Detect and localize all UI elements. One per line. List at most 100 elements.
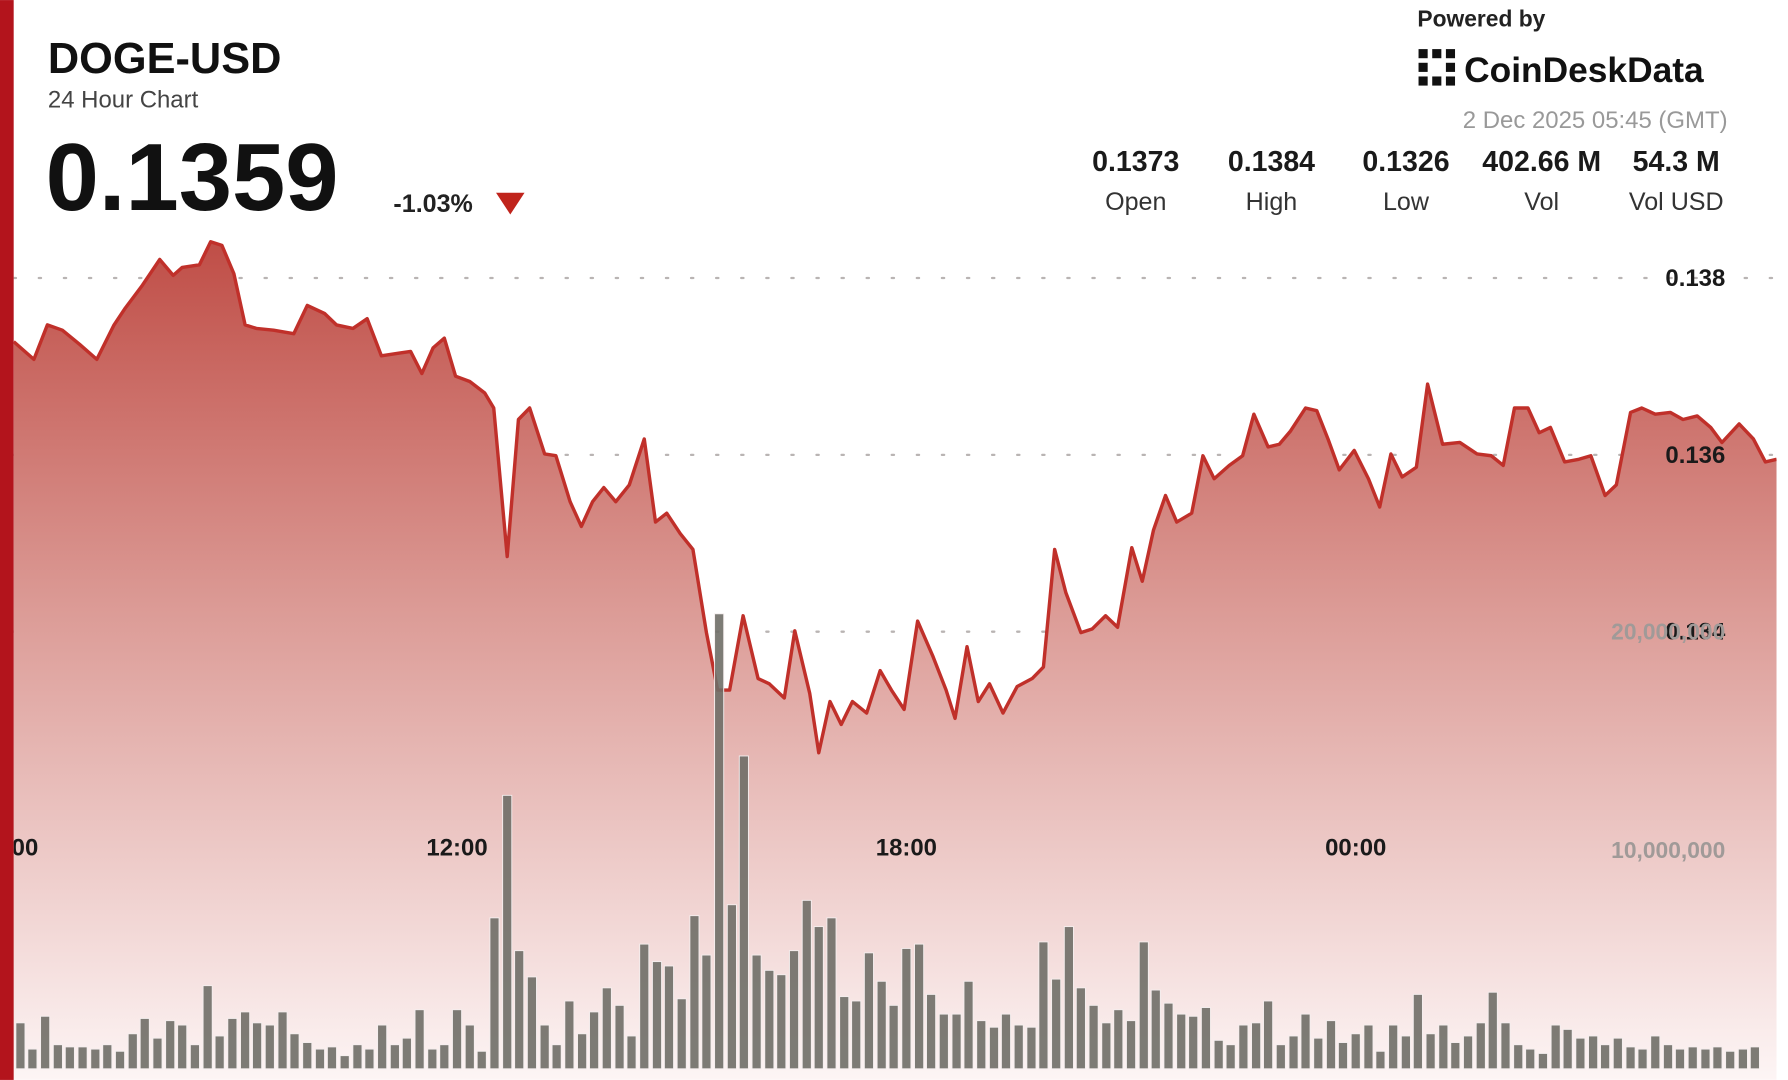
volume-bar bbox=[1600, 1044, 1611, 1070]
volume-bar bbox=[577, 1033, 588, 1070]
stat-value: 0.1326 bbox=[1362, 146, 1449, 178]
volume-bar bbox=[614, 1004, 625, 1070]
volume-bar bbox=[264, 1024, 275, 1070]
volume-bar bbox=[1412, 993, 1423, 1070]
volume-bar bbox=[177, 1024, 188, 1070]
plot-area: 06:00 12:00 18:00 00:00 bbox=[0, 240, 1777, 1080]
price-line bbox=[13, 240, 1777, 755]
volume-bar bbox=[189, 1044, 200, 1070]
volume-bar bbox=[813, 926, 824, 1070]
volume-bar bbox=[1438, 1024, 1449, 1070]
volume-bar bbox=[1425, 1033, 1436, 1070]
stats: 0.1373 Open 0.1384 High 0.1326 Low 402.6… bbox=[1092, 146, 1723, 216]
volume-bar bbox=[1749, 1046, 1760, 1070]
volume-bar bbox=[427, 1048, 438, 1070]
volume-bar bbox=[1463, 1035, 1474, 1070]
volume-bar bbox=[526, 976, 537, 1070]
volume-bar bbox=[1475, 1022, 1486, 1070]
stat-label: Open bbox=[1105, 188, 1166, 216]
volume-bar bbox=[701, 954, 712, 1070]
volume-bar bbox=[1612, 1037, 1623, 1070]
x-tick-label: 00:00 bbox=[1325, 834, 1386, 861]
volume-bar bbox=[1088, 1004, 1099, 1070]
volume-bar bbox=[826, 917, 837, 1070]
volume-bar bbox=[914, 943, 925, 1070]
volume-bar bbox=[277, 1011, 288, 1070]
volume-bar bbox=[1038, 941, 1049, 1070]
volume-bar bbox=[389, 1044, 400, 1070]
volume-bar bbox=[476, 1050, 487, 1070]
stat-label: Vol USD bbox=[1629, 188, 1724, 216]
volume-bar bbox=[77, 1046, 88, 1070]
y-tick-label: 0.134 bbox=[1665, 619, 1726, 646]
brand-logo bbox=[1418, 49, 1456, 86]
volume-bar bbox=[90, 1048, 101, 1070]
volume-bar bbox=[764, 969, 775, 1070]
stat-label: Low bbox=[1383, 188, 1430, 216]
volume-bar bbox=[439, 1044, 450, 1070]
x-tick-label: 06:00 bbox=[0, 834, 38, 861]
volume-bar bbox=[1400, 1035, 1411, 1070]
volume-bar bbox=[214, 1035, 225, 1070]
stat-value: 54.3 M bbox=[1633, 146, 1720, 178]
volume-bar bbox=[1251, 1022, 1262, 1070]
volume-bar bbox=[1026, 1026, 1037, 1070]
down-arrow bbox=[496, 192, 525, 215]
volume-bar bbox=[1275, 1044, 1286, 1070]
volume-bar bbox=[801, 899, 812, 1070]
volume-bar bbox=[1562, 1028, 1573, 1070]
volume-bar bbox=[202, 985, 213, 1070]
volume-bar bbox=[963, 980, 974, 1070]
volume-bar bbox=[1513, 1044, 1524, 1070]
x-tick-label: 12:00 bbox=[426, 834, 487, 861]
volume-bar bbox=[240, 1011, 251, 1070]
volume-bar bbox=[1350, 1033, 1361, 1070]
volume-bar bbox=[776, 974, 787, 1070]
volume-bar bbox=[639, 943, 650, 1070]
volume-bar bbox=[938, 1013, 949, 1070]
volume-bar bbox=[314, 1048, 326, 1070]
volume-bar bbox=[127, 1033, 138, 1070]
volume-bar bbox=[1363, 1024, 1374, 1070]
volume-bar bbox=[1225, 1044, 1236, 1070]
series-layer bbox=[13, 240, 1777, 1080]
volume-bar bbox=[1575, 1037, 1586, 1070]
volume-bar bbox=[1075, 987, 1086, 1070]
volume-bar bbox=[1637, 1048, 1648, 1070]
volume-bar bbox=[1126, 1020, 1137, 1070]
stat-value: 402.66 M bbox=[1482, 146, 1601, 178]
volume-bar bbox=[1625, 1046, 1636, 1070]
volume-bar bbox=[1537, 1053, 1548, 1070]
volume-bar bbox=[502, 794, 513, 1070]
volume-bar bbox=[1013, 1024, 1024, 1070]
volume-bar bbox=[1063, 926, 1074, 1070]
volume-bar bbox=[951, 1013, 962, 1070]
volume-bar bbox=[1176, 1013, 1187, 1070]
volume-bar bbox=[27, 1048, 38, 1070]
volume-bar bbox=[1238, 1024, 1249, 1070]
volume-bar bbox=[289, 1033, 300, 1070]
volume-bar bbox=[663, 965, 674, 1070]
volume-bar bbox=[1650, 1035, 1661, 1070]
price-change: -1.03% bbox=[393, 190, 472, 218]
volume-bar bbox=[726, 904, 737, 1070]
volume-bar bbox=[1163, 1002, 1174, 1070]
volume-bar bbox=[414, 1009, 425, 1070]
volume-bar bbox=[64, 1046, 75, 1070]
volume-bar bbox=[1138, 941, 1149, 1070]
volume-bar bbox=[1325, 1020, 1337, 1070]
volume-bar bbox=[464, 1024, 475, 1070]
volume-bar bbox=[302, 1042, 313, 1070]
y2-tick-label: 20,000,000 bbox=[1611, 618, 1725, 644]
volume-bar bbox=[52, 1044, 63, 1070]
volume-bar bbox=[514, 950, 525, 1070]
volume-bar bbox=[15, 1022, 26, 1070]
current-price: 0.1359 bbox=[46, 124, 339, 231]
volume-bar bbox=[1550, 1024, 1561, 1070]
volume-bar bbox=[601, 987, 612, 1070]
powered-by: Powered by bbox=[1417, 5, 1545, 31]
volume-bar bbox=[689, 915, 700, 1070]
